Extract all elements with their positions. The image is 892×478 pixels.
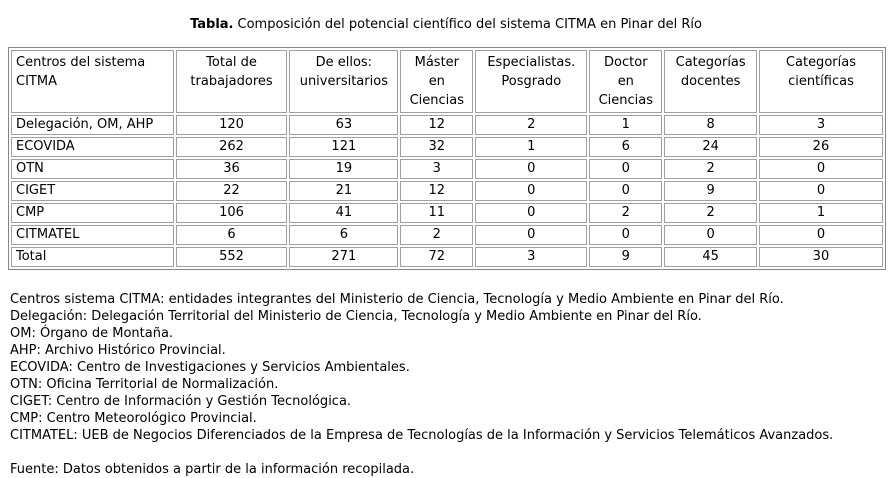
table-row-ecovida: ECOVIDA 262 121 32 1 6 24 26 bbox=[11, 137, 883, 157]
cell-value: 0 bbox=[758, 159, 883, 179]
cell-value: 32 bbox=[400, 137, 474, 157]
cell-value: 72 bbox=[400, 247, 474, 267]
note-centros-citma: Centros sistema CITMA: entidades integra… bbox=[10, 292, 784, 307]
cell-value: 0 bbox=[475, 159, 588, 179]
source-note: Fuente: Datos obtenidos a partir de la i… bbox=[10, 462, 415, 477]
note-ciget: CIGET: Centro de Información y Gestión T… bbox=[10, 394, 352, 409]
cell-value: 45 bbox=[664, 247, 757, 267]
note-cmp: CMP: Centro Meteorológico Provincial. bbox=[10, 411, 257, 426]
cell-value: 0 bbox=[475, 181, 588, 201]
cell-value: 262 bbox=[175, 137, 288, 157]
cell-value: 6 bbox=[175, 225, 288, 245]
cell-value: 2 bbox=[664, 159, 757, 179]
table-caption-label: Tabla. bbox=[190, 17, 234, 32]
cell-value: 0 bbox=[589, 225, 663, 245]
table-row-otn: OTN 36 19 3 0 0 2 0 bbox=[11, 159, 883, 179]
cell-value: 9 bbox=[589, 247, 663, 267]
row-label: OTN bbox=[11, 159, 174, 179]
table-caption-text: Composición del potencial científico del… bbox=[237, 17, 702, 32]
cell-value: 1 bbox=[758, 203, 883, 223]
citma-table: Centros del sistema CITMA Total de traba… bbox=[8, 47, 886, 270]
table-row-total: Total 552 271 72 3 9 45 30 bbox=[11, 247, 883, 267]
table-row-ciget: CIGET 22 21 12 0 0 9 0 bbox=[11, 181, 883, 201]
cell-value: 30 bbox=[758, 247, 883, 267]
row-label: ECOVIDA bbox=[11, 137, 174, 157]
cell-value: 3 bbox=[758, 115, 883, 135]
cell-value: 3 bbox=[475, 247, 588, 267]
cell-value: 2 bbox=[400, 225, 474, 245]
cell-value: 12 bbox=[400, 181, 474, 201]
cell-value: 0 bbox=[758, 225, 883, 245]
row-label: Delegación, OM, AHP bbox=[11, 115, 174, 135]
table-row-cmp: CMP 106 41 11 0 2 2 1 bbox=[11, 203, 883, 223]
cell-value: 121 bbox=[289, 137, 399, 157]
header-doctor-ciencias: Doctor en Ciencias bbox=[589, 50, 663, 113]
cell-value: 0 bbox=[589, 159, 663, 179]
cell-value: 12 bbox=[400, 115, 474, 135]
cell-value: 8 bbox=[664, 115, 757, 135]
header-total-trabajadores: Total de trabajadores bbox=[175, 50, 288, 113]
cell-value: 0 bbox=[758, 181, 883, 201]
cell-value: 3 bbox=[400, 159, 474, 179]
table-header-row: Centros del sistema CITMA Total de traba… bbox=[11, 50, 883, 113]
row-label: CMP bbox=[11, 203, 174, 223]
cell-value: 1 bbox=[589, 115, 663, 135]
header-especialistas-posgrado: Especialistas. Posgrado bbox=[475, 50, 588, 113]
cell-value: 106 bbox=[175, 203, 288, 223]
cell-value: 120 bbox=[175, 115, 288, 135]
note-otn: OTN: Oficina Territorial de Normalizació… bbox=[10, 377, 279, 392]
cell-value: 0 bbox=[475, 225, 588, 245]
cell-value: 2 bbox=[589, 203, 663, 223]
cell-value: 41 bbox=[289, 203, 399, 223]
cell-value: 0 bbox=[475, 203, 588, 223]
cell-value: 271 bbox=[289, 247, 399, 267]
header-universitarios: De ellos: universitarios bbox=[289, 50, 399, 113]
cell-value: 0 bbox=[589, 181, 663, 201]
cell-value: 0 bbox=[664, 225, 757, 245]
note-ecovida: ECOVIDA: Centro de Investigaciones y Ser… bbox=[10, 360, 410, 375]
row-label: CIGET bbox=[11, 181, 174, 201]
header-centros: Centros del sistema CITMA bbox=[11, 50, 174, 113]
cell-value: 22 bbox=[175, 181, 288, 201]
cell-value: 552 bbox=[175, 247, 288, 267]
cell-value: 26 bbox=[758, 137, 883, 157]
note-citmatel: CITMATEL: UEB de Negocios Diferenciados … bbox=[10, 428, 834, 443]
cell-value: 6 bbox=[289, 225, 399, 245]
cell-value: 2 bbox=[475, 115, 588, 135]
cell-value: 19 bbox=[289, 159, 399, 179]
cell-value: 21 bbox=[289, 181, 399, 201]
cell-value: 63 bbox=[289, 115, 399, 135]
note-ahp: AHP: Archivo Histórico Provincial. bbox=[10, 343, 226, 358]
header-categorias-docentes: Categorías docentes bbox=[664, 50, 757, 113]
cell-value: 9 bbox=[664, 181, 757, 201]
note-om: OM: Órgano de Montaña. bbox=[10, 326, 174, 341]
table-caption: Tabla. Composición del potencial científi… bbox=[0, 17, 892, 33]
row-label: Total bbox=[11, 247, 174, 267]
note-delegacion: Delegación: Delegación Territorial del M… bbox=[10, 309, 702, 324]
cell-value: 36 bbox=[175, 159, 288, 179]
cell-value: 1 bbox=[475, 137, 588, 157]
table-row-citmatel: CITMATEL 6 6 2 0 0 0 0 bbox=[11, 225, 883, 245]
table-row-delegacion: Delegación, OM, AHP 120 63 12 2 1 8 3 bbox=[11, 115, 883, 135]
cell-value: 11 bbox=[400, 203, 474, 223]
row-label: CITMATEL bbox=[11, 225, 174, 245]
abbreviation-notes: Centros sistema CITMA: entidades integra… bbox=[10, 291, 892, 444]
header-categorias-cientificas: Categorías científicas bbox=[758, 50, 883, 113]
cell-value: 6 bbox=[589, 137, 663, 157]
header-master-ciencias: Máster en Ciencias bbox=[400, 50, 474, 113]
cell-value: 2 bbox=[664, 203, 757, 223]
cell-value: 24 bbox=[664, 137, 757, 157]
